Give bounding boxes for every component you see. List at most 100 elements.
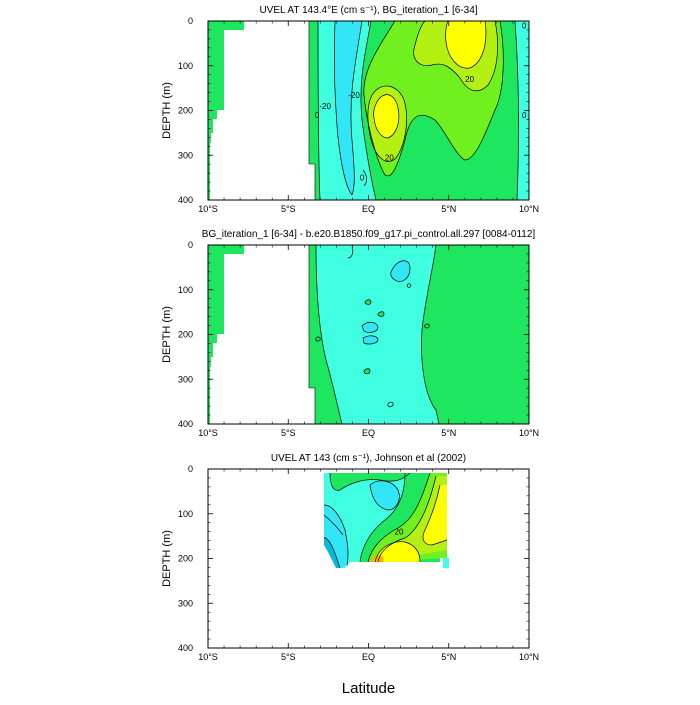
- panel-2-plot-area: [208, 245, 529, 424]
- y-tick-label: 400: [178, 419, 193, 429]
- panel-2-contour-line: [315, 336, 321, 342]
- y-tick-label: 400: [178, 643, 193, 653]
- panel-2-contour-line: [406, 283, 412, 288]
- panel-3-contour-line: [369, 480, 400, 511]
- y-tick-label: 200: [178, 330, 193, 340]
- y-tick-label: 0: [188, 464, 193, 474]
- contour-label: -20: [348, 91, 360, 100]
- x-tick-label: 5°S: [281, 428, 296, 438]
- panel-1-ylabel: DEPTH (m): [161, 82, 173, 139]
- panel-2-coast-edge: [308, 245, 316, 424]
- x-tick-label: 5°N: [441, 204, 456, 214]
- panel-2-contour-line: [377, 311, 385, 317]
- y-tick-label: 100: [178, 509, 193, 519]
- panel-3-contours: [323, 472, 448, 569]
- contour-label: 0: [315, 111, 320, 120]
- panel-1-land-strip: [208, 21, 244, 200]
- panel-2-land-strip: [208, 245, 244, 424]
- y-tick-label: 300: [178, 150, 193, 160]
- panel-3-contour-line: [323, 536, 341, 569]
- panel-2-contour-line: [363, 368, 371, 375]
- panel-1-field-yellow-2: [373, 94, 399, 138]
- panel-2-contour-line: [364, 299, 372, 305]
- panel-1-field-cyan-core: [334, 21, 362, 195]
- contour-label: 20: [465, 75, 474, 84]
- panel-2-contour-line: [362, 335, 379, 345]
- contour-label: 0: [360, 174, 365, 183]
- panel-1-coast-edge: [308, 21, 316, 200]
- panel-3-field-yellow: [422, 485, 447, 545]
- panel-3-title: UVEL AT 143 (cm s⁻¹), Johnson et al (200…: [271, 453, 466, 464]
- panel-3-contour-line: [329, 472, 411, 491]
- panel-1-contour-line: [360, 21, 377, 200]
- panel-1-contour-line: [350, 21, 363, 196]
- panel-1: UVEL AT 143.4°E (cm s⁻¹), BG_iteration_1…: [161, 5, 539, 214]
- y-tick-label: 300: [178, 598, 193, 608]
- panel-2-field-cyan-blob: [362, 322, 378, 333]
- panel-2: BG_iteration_1 [6-34] - b.e20.B1850.f09_…: [161, 229, 539, 438]
- panel-1-contour-line: [373, 94, 400, 139]
- x-tick-label: 10°S: [198, 428, 218, 438]
- panel-3-contour-line: [422, 484, 448, 546]
- panel-3-ylabel: DEPTH (m): [161, 530, 173, 587]
- panel-2-title: BG_iteration_1 [6-34] - b.e20.B1850.f09_…: [202, 229, 536, 240]
- y-tick-label: 0: [188, 16, 193, 26]
- x-tick-label: 5°S: [281, 204, 296, 214]
- panel-3-contour-labels: 20: [395, 528, 404, 537]
- x-tick-label: 5°N: [441, 428, 456, 438]
- panel-3-missing-data: [420, 558, 447, 562]
- panel-1-contour-line: [317, 21, 321, 200]
- contour-label: 20: [395, 528, 404, 537]
- panel-3-contour-line: [359, 472, 406, 563]
- panel-2-contour-line: [424, 323, 430, 329]
- y-tick-label: 200: [178, 106, 193, 116]
- panel-1-contour-line: [445, 21, 487, 69]
- panel-1-contour-line: [333, 21, 353, 196]
- panel-1-contour-line: [363, 21, 504, 177]
- panel-3-field-yellow-deep: [375, 541, 420, 562]
- x-tick-label: 10°N: [519, 652, 539, 662]
- panel-2-contour-line: [390, 260, 411, 282]
- panel-3-contour-line: [323, 514, 344, 536]
- panel-2-field-green-blob: [365, 299, 371, 305]
- contour-label: 0: [522, 111, 527, 120]
- panel-3-field-orange: [370, 555, 384, 562]
- panel-3-contour-line: [323, 504, 349, 566]
- y-tick-label: 200: [178, 554, 193, 564]
- panel-2-field-cyan-blob: [363, 335, 378, 344]
- contour-label: 20: [385, 153, 394, 162]
- panel-2-contours: [315, 245, 440, 424]
- figure-xlabel: Latitude: [342, 680, 395, 697]
- x-tick-label: EQ: [362, 428, 375, 438]
- y-tick-label: 100: [178, 285, 193, 295]
- x-tick-label: EQ: [362, 652, 375, 662]
- panel-2-ylabel: DEPTH (m): [161, 306, 173, 363]
- contour-label: 0: [522, 21, 527, 30]
- panel-1-field-yellow-1: [445, 21, 486, 69]
- x-tick-label: 10°N: [519, 204, 539, 214]
- x-tick-label: 10°S: [198, 204, 218, 214]
- panel-3-plot-area: [208, 469, 529, 648]
- panel-3-contour-line: [374, 541, 421, 563]
- contour-label: -20: [319, 102, 331, 111]
- panel-2-contour-line: [315, 245, 343, 424]
- panel-3-contour-line: [367, 472, 431, 563]
- x-tick-label: 10°N: [519, 428, 539, 438]
- panel-3-axes: 10°S 5°S EQ 5°N 10°N 0 100 200 300 400: [178, 464, 539, 662]
- panel-1-title: UVEL AT 143.4°E (cm s⁻¹), BG_iteration_1…: [259, 5, 477, 16]
- panel-2-axes: 10°S 5°S EQ 5°N 10°N 0 100 200 300 400: [178, 240, 539, 438]
- y-tick-label: 300: [178, 374, 193, 384]
- panel-2-contour-line: [421, 245, 440, 424]
- y-tick-label: 0: [188, 240, 193, 250]
- panel-2-field-cyan: [316, 245, 439, 424]
- panel-2-field-green-blob: [364, 368, 370, 374]
- panel-3-edge-cyan: [443, 558, 449, 568]
- y-tick-label: 400: [178, 195, 193, 205]
- panel-3-field-green-top: [330, 473, 410, 491]
- x-tick-label: EQ: [362, 204, 375, 214]
- panel-2-field-green-blob: [378, 311, 384, 317]
- panel-3-field-cyan-core: [370, 480, 400, 510]
- x-tick-label: 5°N: [441, 652, 456, 662]
